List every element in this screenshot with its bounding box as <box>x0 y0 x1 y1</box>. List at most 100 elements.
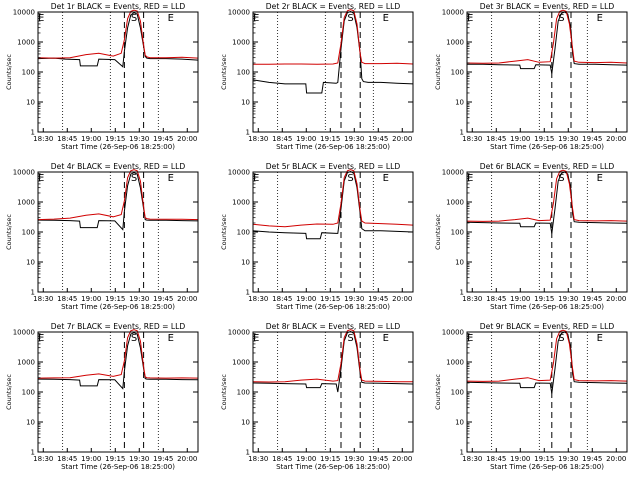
chart-title: Det 2r BLACK = Events, RED = LLD <box>266 2 401 11</box>
plot-frame <box>466 171 628 293</box>
region-label-1: E <box>253 333 259 344</box>
region-label-3: E <box>383 13 389 24</box>
region-label-2: S <box>558 173 564 184</box>
x-tick-label: 18:45 <box>486 455 506 463</box>
series-red-line <box>466 329 628 382</box>
chart-panel-6: Det 6r BLACK = Events, RED = LLD 1 10 100 10… <box>434 162 628 311</box>
chart-panel-1: Det 1r BLACK = Events, RED = LLD 1 10 100 10… <box>5 2 199 151</box>
series-black-line <box>467 11 628 74</box>
x-tick-label: 18:30 <box>462 455 482 463</box>
x-tick-label: 19:15 <box>105 135 125 143</box>
x-axis-label: Start Time (26-Sep-06 18:25:00) <box>276 303 390 311</box>
region-label-3: E <box>383 173 389 184</box>
x-axis-label: Start Time (26-Sep-06 18:25:00) <box>276 463 390 471</box>
plot-frame <box>252 331 414 453</box>
plot-frame <box>466 11 628 133</box>
region-label-2: S <box>558 333 564 344</box>
region-label-1: E <box>253 173 259 184</box>
region-label-3: E <box>168 13 174 24</box>
series-red-line <box>466 9 628 64</box>
y-tick-label: 10 <box>241 259 250 267</box>
x-tick-label: 19:00 <box>296 135 316 143</box>
chart-panel-2: Det 2r BLACK = Events, RED = LLD 1 10 100 10… <box>220 2 414 151</box>
x-tick-label: 18:45 <box>486 295 506 303</box>
x-tick-label: 19:15 <box>320 295 340 303</box>
x-tick-label: 19:45 <box>153 135 173 143</box>
chart-title: Det 1r BLACK = Events, RED = LLD <box>51 2 186 11</box>
chart-title: Det 9r BLACK = Events, RED = LLD <box>480 322 615 331</box>
plot-frame <box>252 11 414 133</box>
x-tick-label: 20:00 <box>177 455 197 463</box>
y-tick-label: 1000 <box>446 359 464 367</box>
x-tick-label: 19:00 <box>81 295 101 303</box>
region-label-2: S <box>131 13 137 24</box>
region-label-2: S <box>347 173 353 184</box>
y-tick-label: 1 <box>460 289 464 297</box>
region-label-2: S <box>347 13 353 24</box>
y-tick-label: 1 <box>460 449 464 457</box>
x-tick-label: 18:45 <box>57 455 77 463</box>
x-axis-label: Start Time (26-Sep-06 18:25:00) <box>490 303 604 311</box>
y-tick-label: 10000 <box>442 9 464 17</box>
x-tick-label: 19:30 <box>558 295 578 303</box>
y-tick-label: 1 <box>31 129 35 137</box>
x-axis-label: Start Time (26-Sep-06 18:25:00) <box>61 303 175 311</box>
y-axis-label: Counts/sec <box>220 54 228 90</box>
x-tick-label: 18:30 <box>33 135 53 143</box>
series-red-line <box>252 329 413 383</box>
x-tick-label: 20:00 <box>606 295 626 303</box>
series-black-line <box>37 172 199 231</box>
y-tick-label: 100 <box>22 389 35 397</box>
y-axis-label: Counts/sec <box>434 214 442 250</box>
y-tick-label: 1 <box>31 449 35 457</box>
x-tick-label: 19:45 <box>368 135 388 143</box>
y-axis-label: Counts/sec <box>5 54 13 90</box>
y-tick-label: 10000 <box>442 329 464 337</box>
region-label-3: E <box>168 333 174 344</box>
x-tick-label: 20:00 <box>392 135 412 143</box>
y-axis-label: Counts/sec <box>434 374 442 410</box>
plot-frame <box>37 171 199 293</box>
chart-panel-8: Det 8r BLACK = Events, RED = LLD 1 10 100 10… <box>220 322 414 471</box>
region-label-2: S <box>347 333 353 344</box>
y-tick-label: 10 <box>455 99 464 107</box>
x-tick-label: 19:15 <box>105 455 125 463</box>
chart-panel-5: Det 5r BLACK = Events, RED = LLD 1 10 100 10… <box>220 162 414 311</box>
x-tick-label: 19:00 <box>510 295 530 303</box>
x-tick-label: 19:30 <box>129 135 149 143</box>
x-tick-label: 19:45 <box>582 135 602 143</box>
x-tick-label: 19:00 <box>296 455 316 463</box>
region-label-1: E <box>38 333 44 344</box>
region-label-3: E <box>168 173 174 184</box>
series-black-line <box>37 332 199 390</box>
chart-panel-7: Det 7r BLACK = Events, RED = LLD 1 10 100 10… <box>5 322 199 471</box>
region-label-1: E <box>38 13 44 24</box>
x-tick-label: 19:30 <box>344 135 364 143</box>
plot-frame <box>37 331 199 453</box>
y-tick-label: 1 <box>246 449 250 457</box>
region-label-1: E <box>467 13 473 24</box>
x-tick-label: 19:00 <box>296 295 316 303</box>
series-black-line <box>37 12 199 68</box>
x-tick-label: 19:15 <box>320 135 340 143</box>
y-tick-label: 1000 <box>17 39 35 47</box>
chart-title: Det 3r BLACK = Events, RED = LLD <box>480 2 615 11</box>
y-tick-label: 1 <box>31 289 35 297</box>
x-axis-label: Start Time (26-Sep-06 18:25:00) <box>490 463 604 471</box>
x-tick-label: 19:30 <box>558 135 578 143</box>
x-tick-label: 19:45 <box>153 295 173 303</box>
chart-title: Det 6r BLACK = Events, RED = LLD <box>480 162 615 171</box>
y-tick-label: 10000 <box>228 9 250 17</box>
y-tick-label: 100 <box>237 229 250 237</box>
y-axis-label: Counts/sec <box>434 54 442 90</box>
region-label-1: E <box>467 173 473 184</box>
x-tick-label: 19:15 <box>534 295 554 303</box>
plot-frame <box>466 331 628 453</box>
series-black-line <box>252 170 414 240</box>
x-tick-label: 19:00 <box>81 455 101 463</box>
chart-title: Det 7r BLACK = Events, RED = LLD <box>51 322 186 331</box>
series-red-line <box>253 9 414 65</box>
x-tick-label: 19:15 <box>105 295 125 303</box>
y-tick-label: 100 <box>22 229 35 237</box>
series-red-line <box>466 169 628 222</box>
